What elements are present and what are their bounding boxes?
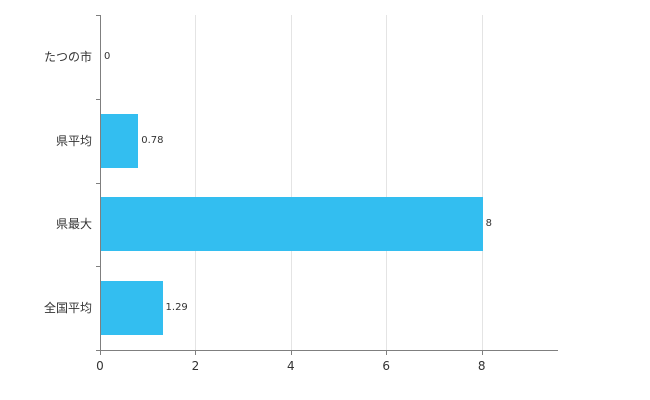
x-tick-mark [481, 351, 483, 355]
gridline [386, 15, 388, 350]
y-tick-mark [96, 182, 100, 184]
gridline [481, 15, 483, 350]
y-tick-mark [96, 350, 100, 351]
x-tick-mark [386, 351, 388, 355]
category-label: 全国平均 [43, 301, 92, 316]
x-tick-label: 4 [287, 359, 295, 373]
x-tick-mark [100, 351, 101, 355]
x-axis-line [100, 350, 558, 351]
x-tick-mark [195, 351, 197, 355]
value-label: 1.29 [165, 302, 188, 314]
value-label: 0 [104, 50, 111, 62]
value-label: 0.78 [141, 134, 164, 146]
x-tick-mark [290, 351, 292, 355]
x-tick-label: 2 [191, 359, 200, 373]
y-axis-line [100, 15, 101, 351]
category-label: 県平均 [55, 133, 92, 148]
y-tick-mark [96, 15, 100, 16]
bar[interactable] [101, 197, 483, 252]
bar[interactable] [101, 281, 163, 336]
x-tick-label: 0 [96, 359, 104, 373]
bar[interactable] [101, 113, 139, 168]
gridline [290, 15, 292, 350]
x-tick-label: 8 [477, 359, 486, 373]
y-tick-mark [96, 266, 100, 268]
x-tick-label: 6 [382, 359, 391, 373]
category-label: たつの市 [43, 49, 92, 64]
value-label: 8 [485, 218, 493, 230]
category-label: 県最大 [55, 217, 92, 232]
gridline [195, 15, 197, 350]
y-tick-mark [96, 98, 100, 100]
